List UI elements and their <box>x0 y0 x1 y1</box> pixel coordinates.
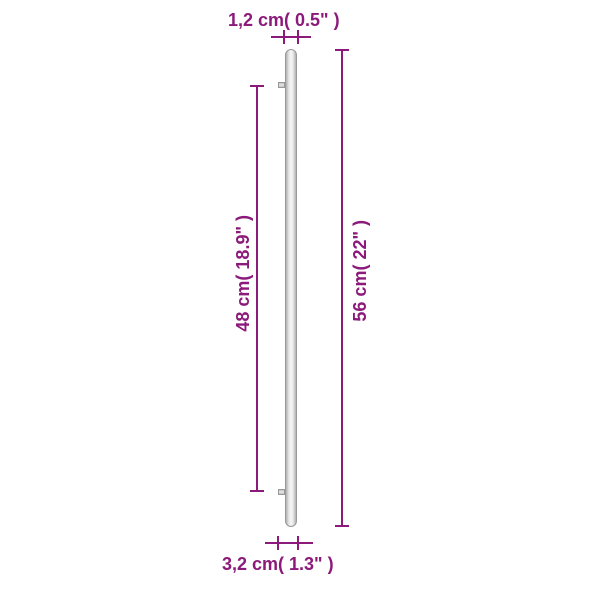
dim-right-tick-top <box>335 49 349 51</box>
dim-top-label: 1,2 cm( 0.5" ) <box>228 10 340 31</box>
dim-bottom-line <box>265 542 313 544</box>
standoff-top <box>278 82 285 88</box>
standoff-bottom <box>278 489 285 495</box>
dim-right-label: 56 cm( 22" ) <box>350 220 371 322</box>
dim-right-tick-bottom <box>335 525 349 527</box>
dim-left-tick-top <box>250 85 264 87</box>
dim-bottom-label: 3,2 cm( 1.3" ) <box>222 554 334 575</box>
dim-top-line <box>271 36 311 38</box>
dim-bottom-tick-right <box>297 536 299 550</box>
dim-bottom-tick-left <box>277 536 279 550</box>
dim-top-tick-right <box>297 30 299 44</box>
dim-left-tick-bottom <box>250 490 264 492</box>
dim-left-label: 48 cm( 18.9" ) <box>233 215 254 332</box>
dim-top-tick-left <box>283 30 285 44</box>
dim-left-line <box>256 85 258 492</box>
handle-bar <box>285 49 297 527</box>
dim-right-line <box>341 49 343 527</box>
